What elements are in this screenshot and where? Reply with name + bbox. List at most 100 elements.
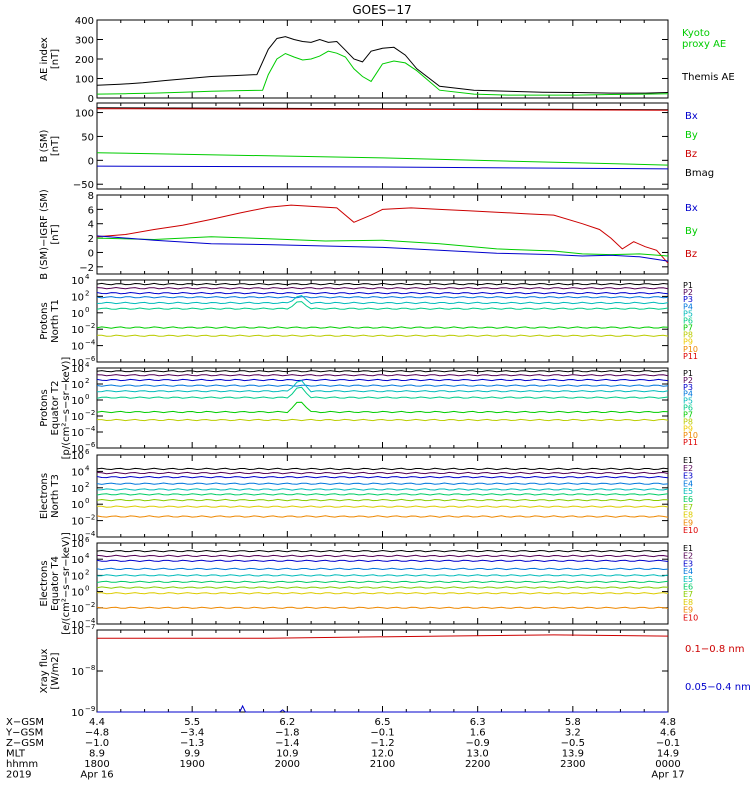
channel-label: P2	[683, 376, 693, 385]
channel-label: P6	[683, 316, 693, 325]
y-tick-label: 10	[71, 380, 84, 391]
channel-label: E3	[683, 559, 693, 568]
panel-frame	[96, 454, 669, 538]
x-row-value: 10.9	[276, 749, 298, 760]
channel-line	[96, 294, 669, 305]
legend-entry: Bz	[685, 249, 697, 260]
y-tick-exponent: 4	[85, 464, 90, 472]
channel-line	[96, 574, 669, 577]
x-row-value: −0.1	[656, 738, 680, 749]
y-tick-label: 10	[71, 539, 84, 550]
channel-label: E3	[683, 472, 693, 481]
x-row-value: Apr 16	[80, 770, 113, 781]
x-row-value: −1.0	[85, 738, 109, 749]
legend-entry: Kyoto	[682, 28, 710, 39]
channel-label: P9	[683, 424, 693, 433]
x-row-value: 3.2	[565, 728, 581, 739]
y-tick-label: 100	[75, 109, 94, 120]
panel-frame	[96, 19, 669, 99]
channel-line	[96, 559, 669, 563]
x-row-value: 4.8	[660, 717, 676, 728]
y-tick-exponent: −4	[85, 530, 96, 538]
y-tick-label: 10	[71, 276, 84, 287]
y-tick-exponent: −4	[85, 425, 96, 433]
y-axis-label: Xray flux	[39, 649, 50, 694]
x-row-value: 5.8	[565, 717, 581, 728]
channel-label: E8	[683, 598, 693, 607]
y-tick-label: 10	[71, 412, 84, 423]
y-tick-label: 10	[71, 517, 84, 528]
channel-line	[96, 301, 669, 310]
y-tick-exponent: −6	[85, 355, 96, 363]
y-axis-label: [p/(cm²−s−sr−keV)]	[61, 357, 72, 460]
y-axis-label: Equator T2	[50, 381, 61, 436]
channel-line	[96, 475, 669, 479]
channel-label: P2	[683, 288, 693, 297]
series-line	[96, 36, 669, 94]
channel-label: P1	[683, 281, 693, 290]
y-tick-exponent: 6	[85, 448, 90, 456]
y-tick-label: 10	[71, 708, 84, 719]
x-row-value: −3.4	[180, 728, 204, 739]
channel-label: E10	[683, 526, 698, 535]
x-row-label: Y−GSM	[5, 728, 43, 739]
y-tick-exponent: 2	[85, 481, 89, 489]
channel-label: E4	[683, 567, 693, 576]
channel-line	[96, 370, 669, 373]
y-tick-exponent: 6	[85, 536, 90, 544]
y-tick-label: 10	[71, 292, 84, 303]
y-tick-exponent: −2	[85, 514, 95, 522]
y-tick-label: 0	[88, 94, 94, 105]
y-tick-exponent: −7	[85, 623, 95, 631]
y-tick-label: 50	[81, 132, 94, 143]
legend-entry: 0.1−0.8 nm	[685, 644, 744, 655]
channel-line	[96, 282, 669, 286]
channel-label: E8	[683, 511, 693, 520]
y-tick-exponent: −4	[85, 339, 96, 347]
x-row-value: 9.9	[184, 749, 200, 760]
x-row-value: −0.9	[466, 738, 490, 749]
channel-label: E1	[683, 544, 693, 553]
x-row-value: 13.9	[562, 749, 584, 760]
channel-line	[97, 334, 669, 337]
y-tick-label: 10	[71, 667, 84, 678]
channel-line	[96, 326, 669, 329]
x-row-label: MLT	[6, 749, 26, 760]
x-row-value: 0000	[655, 759, 680, 770]
y-tick-label: 10	[71, 604, 84, 615]
y-tick-label: 10	[71, 555, 84, 566]
x-row-value: −1.2	[370, 738, 394, 749]
channel-line	[96, 471, 669, 475]
channel-line	[96, 401, 669, 414]
channel-label: E6	[683, 495, 693, 504]
y-axis-label: [nT]	[50, 49, 61, 69]
series-line	[96, 108, 669, 111]
y-tick-label: 4	[88, 220, 94, 231]
y-tick-label: 10	[71, 467, 84, 478]
y-tick-label: 10	[71, 620, 84, 631]
channel-line	[96, 378, 669, 382]
x-row-value: 2100	[370, 759, 395, 770]
x-row-value: 2000	[275, 759, 300, 770]
channel-label: P8	[683, 417, 693, 426]
series-line	[96, 152, 669, 166]
channel-label: E1	[683, 456, 693, 465]
y-axis-label: AE index	[39, 37, 50, 81]
y-tick-label: 10	[71, 500, 84, 511]
x-row-value: 8.9	[89, 749, 105, 760]
y-tick-exponent: 2	[85, 568, 89, 576]
channel-label: E4	[683, 479, 693, 488]
channel-label: P5	[683, 397, 693, 406]
series-line	[96, 50, 669, 96]
y-tick-label: 10	[71, 588, 84, 599]
channel-label: P7	[683, 410, 693, 419]
channel-label: E10	[683, 613, 698, 622]
x-row-value: 13.0	[467, 749, 489, 760]
y-axis-label: [W/m2]	[50, 652, 61, 689]
channel-line	[96, 515, 669, 518]
channel-line	[97, 505, 669, 508]
y-tick-label: 10	[71, 484, 84, 495]
y-tick-label: 300	[75, 36, 94, 47]
